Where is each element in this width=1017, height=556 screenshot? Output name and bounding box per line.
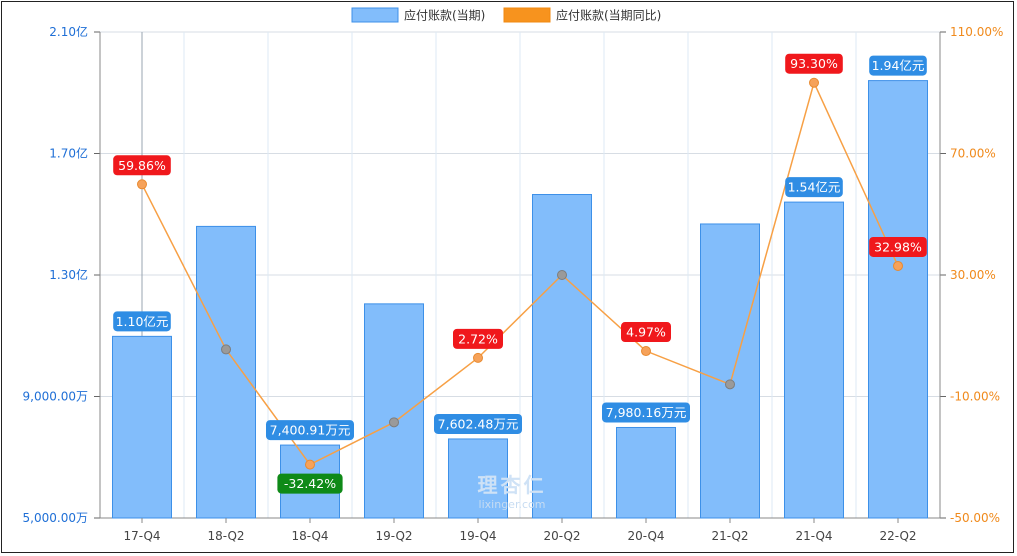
left-tick-label: 5,000.00万 bbox=[23, 511, 88, 525]
yoy-value-label-bg bbox=[785, 53, 843, 74]
bar-21-Q2 bbox=[700, 223, 760, 519]
bar-value-label-bg bbox=[266, 420, 354, 441]
right-tick-label: 110.00% bbox=[950, 25, 1003, 39]
legend-label-line: 应付账款(当期同比) bbox=[556, 8, 661, 23]
yoy-line bbox=[141, 80, 899, 466]
yoy-value-label: 32.98% bbox=[874, 239, 922, 254]
bar-20-Q4 bbox=[616, 426, 676, 519]
legend-label-bar: 应付账款(当期) bbox=[404, 8, 485, 23]
x-tick-label: 20-Q4 bbox=[627, 529, 664, 543]
bar-value-label-bg bbox=[434, 413, 522, 434]
bar-value-label: 1.54亿元 bbox=[788, 180, 841, 195]
left-tick-label: 1.30亿 bbox=[49, 267, 88, 282]
bar-22-Q2 bbox=[868, 80, 928, 519]
bar-value-label: 7,400.91万元 bbox=[270, 423, 351, 438]
yoy-value-label-bg bbox=[113, 155, 171, 176]
yoy-point bbox=[473, 352, 483, 363]
x-tick-label: 17-Q4 bbox=[123, 529, 160, 543]
bar-20-Q2 bbox=[532, 194, 592, 519]
left-tick-label: 9,000.00万 bbox=[23, 390, 88, 404]
x-tick-label: 21-Q4 bbox=[795, 529, 832, 543]
yoy-value-label-bg bbox=[277, 473, 343, 494]
bar-value-label: 1.10亿元 bbox=[116, 314, 169, 329]
bar-18-Q2 bbox=[196, 225, 256, 519]
x-tick-label: 22-Q2 bbox=[879, 529, 916, 543]
right-tick-label: -10.00% bbox=[950, 390, 1000, 404]
x-tick-label: 19-Q2 bbox=[375, 529, 412, 543]
yoy-point bbox=[725, 379, 735, 390]
yoy-point bbox=[137, 179, 147, 190]
x-tick-label: 18-Q2 bbox=[207, 529, 244, 543]
x-tick-label: 20-Q2 bbox=[543, 529, 580, 543]
x-tick-label: 19-Q4 bbox=[459, 529, 496, 543]
bar-value-label: 7,980.16万元 bbox=[606, 405, 687, 420]
bar-value-label: 7,602.48万元 bbox=[438, 416, 519, 431]
left-tick-label: 2.10亿 bbox=[49, 24, 88, 39]
legend-swatch-line bbox=[503, 7, 551, 23]
yoy-value-label: 93.30% bbox=[790, 56, 838, 71]
watermark-logo: 理杏仁 bbox=[478, 473, 547, 497]
yoy-value-label: 59.86% bbox=[118, 158, 166, 173]
yoy-point bbox=[893, 260, 903, 271]
bar-value-label-bg bbox=[785, 177, 843, 198]
watermark-url: lixinger.com bbox=[479, 498, 546, 511]
yoy-point bbox=[305, 459, 315, 470]
legend-swatch-bar bbox=[351, 7, 399, 23]
yoy-value-label-bg bbox=[621, 322, 671, 343]
yoy-value-label-bg bbox=[869, 236, 927, 257]
bar-19-Q2 bbox=[364, 303, 424, 519]
yoy-point bbox=[389, 417, 399, 428]
x-tick-label: 21-Q2 bbox=[711, 529, 748, 543]
yoy-point bbox=[641, 346, 651, 357]
bar-value-label-bg bbox=[869, 55, 927, 76]
bar-value-label: 1.94亿元 bbox=[872, 58, 925, 73]
yoy-value-label-bg bbox=[453, 328, 503, 349]
yoy-value-label: 4.97% bbox=[626, 325, 666, 340]
x-tick-label: 18-Q4 bbox=[291, 529, 328, 543]
yoy-point bbox=[557, 270, 567, 280]
right-tick-label: -50.00% bbox=[950, 511, 1000, 525]
yoy-value-label: -32.42% bbox=[284, 476, 336, 491]
bar-19-Q4 bbox=[448, 438, 508, 519]
bar-value-label-bg bbox=[113, 311, 171, 332]
yoy-point bbox=[221, 344, 231, 355]
yoy-value-label: 2.72% bbox=[458, 331, 498, 346]
left-tick-label: 1.70亿 bbox=[49, 146, 88, 161]
right-tick-label: 70.00% bbox=[950, 147, 996, 161]
yoy-point bbox=[809, 77, 819, 88]
bar-value-label-bg bbox=[602, 402, 690, 423]
bar-17-Q4 bbox=[112, 335, 172, 519]
bar-21-Q4 bbox=[784, 201, 844, 519]
right-tick-label: 30.00% bbox=[950, 268, 996, 282]
